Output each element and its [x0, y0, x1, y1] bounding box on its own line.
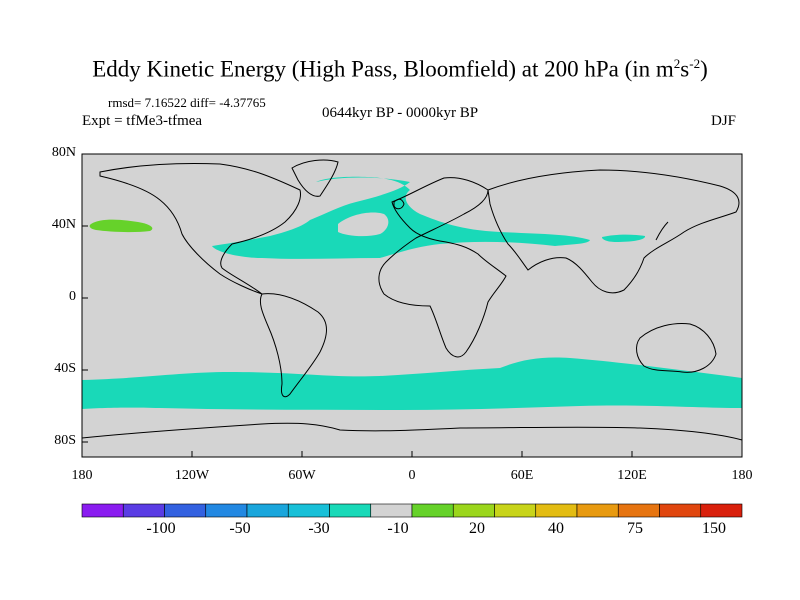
lat-label-40n: 40N: [51, 217, 76, 232]
lon-label-180e: 180: [731, 468, 753, 483]
australia-coast: [636, 323, 717, 373]
colorbar-swatch: [617, 503, 660, 518]
colorbar-swatch: [659, 503, 702, 518]
asia-coast: [487, 169, 740, 294]
lat-ticks: [82, 153, 88, 443]
colorbar-label: 20: [469, 520, 485, 537]
stats-text: rmsd= 7.16522 diff= -4.37765: [108, 95, 266, 110]
coastlines: [81, 159, 743, 441]
east-asia-patch: [602, 234, 646, 242]
colorbar-label: 150: [702, 520, 726, 537]
colorbar-label: -100: [146, 520, 176, 537]
colorbar-swatch: [494, 503, 537, 518]
colorbar-swatch: [164, 503, 207, 518]
lon-label-120w: 120W: [174, 468, 210, 483]
colorbar-swatch: [329, 503, 372, 518]
north-pacific-patch: [89, 219, 153, 233]
lon-ticks: [81, 451, 743, 457]
uk-coast: [393, 198, 405, 210]
colorbar-label: 75: [627, 520, 643, 537]
europe-africa-coast: [378, 177, 507, 358]
lon-label-60e: 60E: [510, 468, 534, 483]
colorbar: [81, 503, 743, 518]
colorbar-swatch: [700, 503, 743, 518]
colorbar-swatch: [122, 503, 165, 518]
japan-coast: [655, 221, 669, 241]
lat-label-80n: 80N: [51, 145, 76, 160]
colorbar-label: -50: [229, 520, 251, 537]
lat-label-80s: 80S: [54, 433, 76, 448]
experiment-label: Expt = tfMe3-tfmea: [82, 113, 203, 129]
colorbar-swatch: [287, 503, 330, 518]
colorbar-swatch: [576, 503, 619, 518]
colorbar-swatch: [452, 503, 495, 518]
colorbar-swatch: [535, 503, 578, 518]
lon-label-180w: 180: [71, 468, 93, 483]
colorbar-label: -10: [387, 520, 409, 537]
lat-label-40s: 40S: [54, 361, 76, 376]
map-background: [82, 154, 742, 457]
colorbar-label: 40: [548, 520, 564, 537]
lon-label-60w: 60W: [288, 468, 316, 483]
colorbar-swatch: [246, 503, 289, 518]
southern-ocean-band: [82, 357, 742, 410]
greenland-coast: [291, 159, 339, 197]
lon-label-0: 0: [408, 468, 416, 483]
season-label: DJF: [711, 113, 737, 129]
colorbar-swatch: [370, 503, 413, 518]
antarctica-coast: [81, 422, 743, 441]
colorbar-swatch: [81, 503, 124, 518]
lat-label-0: 0: [69, 289, 76, 304]
south-america-coast: [259, 293, 327, 398]
lon-label-120e: 120E: [617, 468, 647, 483]
colorbar-label: -30: [308, 520, 330, 537]
period-label: 0644kyr BP - 0000kyr BP: [322, 105, 479, 121]
colorbar-swatch: [205, 503, 248, 518]
colorbar-swatch: [411, 503, 454, 518]
map-title: Eddy Kinetic Energy (High Pass, Bloomfie…: [92, 56, 708, 82]
north-america-coast: [99, 162, 301, 295]
